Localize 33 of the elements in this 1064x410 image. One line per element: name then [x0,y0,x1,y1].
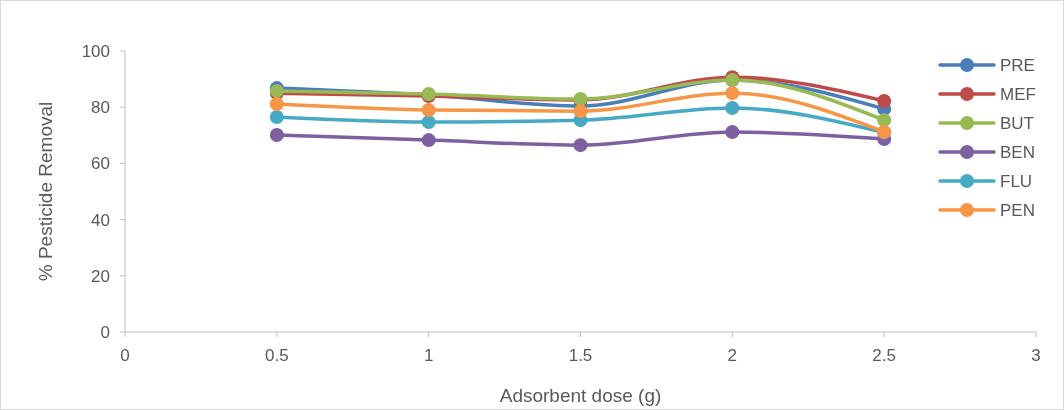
point [877,94,892,109]
x-tick-label: 0.5 [265,346,289,365]
x-tick-label: 1.5 [568,346,593,365]
y-tick-label: 80 [91,98,110,118]
x-tick-label: 0 [120,346,130,365]
legend-label: MEF [1000,85,1036,104]
x-tick-label: 1 [423,346,434,365]
legend-label: BEN [1000,143,1035,162]
y-tick-label: 20 [91,266,110,286]
y-tick-label: 100 [81,42,110,61]
x-tick-label: 2 [727,346,738,365]
legend-label: PRE [1000,56,1035,75]
legend-label: PEN [1000,201,1035,220]
point [725,124,740,139]
y-tick-label: 0 [100,323,110,342]
x-tick-label: 2.5 [872,346,896,365]
legend-label: FLU [1000,172,1033,191]
point [877,113,892,128]
point [725,86,740,101]
point [269,110,284,125]
point [573,138,588,153]
y-tick-label: 40 [91,210,110,230]
y-axis-title: % Pesticide Removal [35,101,56,282]
point [269,97,284,112]
y-tick-label: 60 [91,154,110,174]
point [269,128,284,143]
x-tick-label: 3 [1031,346,1041,365]
point [421,133,436,148]
point [421,103,436,118]
x-axis-title: Adsorbent dose (g) [499,385,662,406]
legend-label: BUT [1000,114,1034,133]
point [725,101,740,116]
point [421,115,436,130]
